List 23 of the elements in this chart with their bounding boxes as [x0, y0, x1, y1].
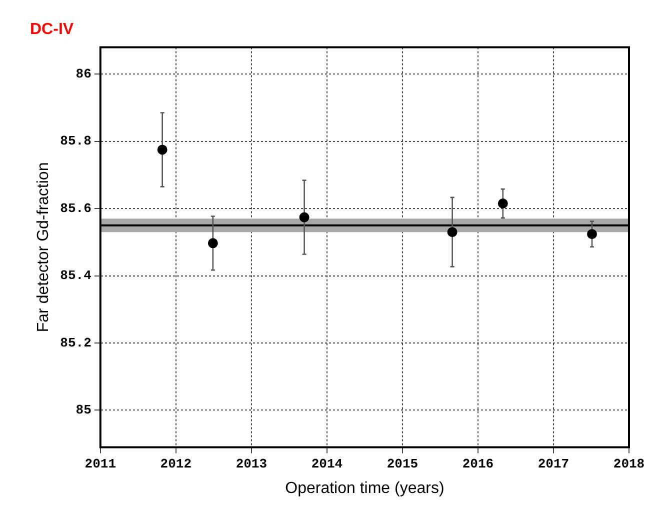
- x-tick-label: 2017: [538, 456, 570, 472]
- x-tick-label: 2013: [236, 456, 268, 472]
- y-tick-label: 85.4: [60, 268, 92, 284]
- point: [498, 198, 508, 209]
- chart-title: DC-IV: [30, 21, 74, 38]
- y-tick-label: 86: [76, 66, 92, 82]
- x-tick-label: 2018: [613, 456, 645, 472]
- y-tick-label: 85.6: [60, 200, 92, 216]
- y-tick-label: 85.2: [60, 335, 92, 350]
- x-tick-label: 2011: [84, 456, 116, 472]
- y-axis-title: Far detector Gd-fraction: [35, 162, 52, 332]
- x-tick-label: 2014: [311, 456, 343, 472]
- point: [157, 144, 168, 155]
- point: [208, 238, 218, 248]
- x-tick-label: 2016: [462, 456, 494, 472]
- point: [299, 212, 310, 222]
- point: [587, 229, 597, 240]
- x-tick-label: 2015: [386, 456, 418, 472]
- point: [447, 227, 458, 238]
- y-tick-label: 85.8: [60, 134, 92, 149]
- x-tick-label: 2012: [160, 456, 192, 472]
- y-tick-label: 85: [76, 402, 92, 418]
- x-axis-title: Operation time (years): [285, 480, 444, 497]
